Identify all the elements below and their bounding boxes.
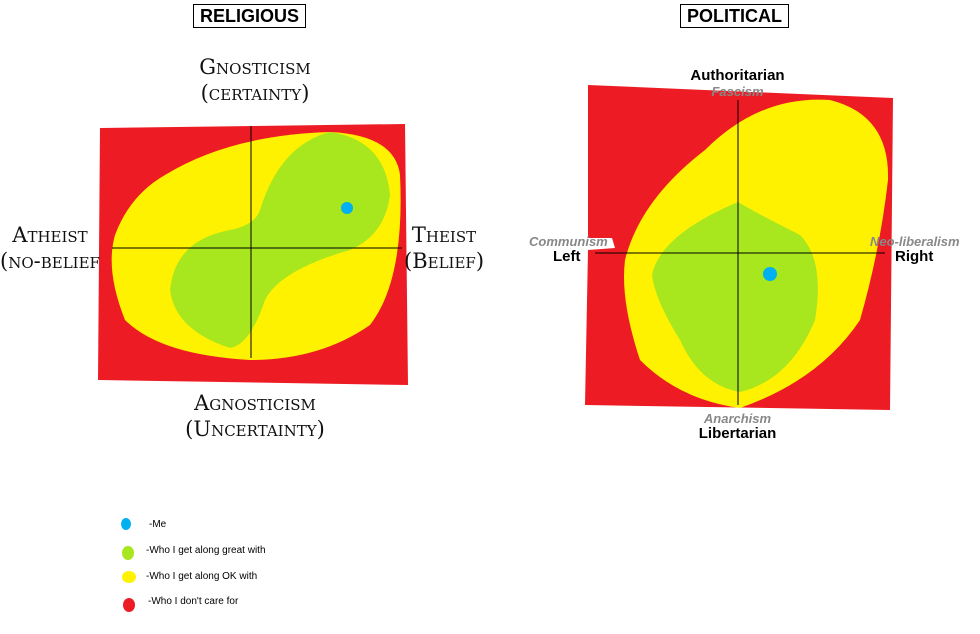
religious-green-zone bbox=[170, 132, 390, 348]
religious-bottom-label: Agnosticism (Uncertainty) bbox=[150, 390, 360, 442]
legend-ok-label: -Who I get along OK with bbox=[146, 571, 258, 582]
political-me-marker bbox=[763, 267, 777, 281]
atheist-label: Atheist bbox=[12, 223, 88, 247]
legend-markers bbox=[121, 518, 136, 612]
left-label: Left bbox=[553, 248, 581, 265]
legend-me-swatch bbox=[121, 518, 131, 530]
political-green-zone bbox=[652, 202, 818, 392]
anarchism-label: Anarchism bbox=[703, 411, 772, 426]
libertarian-label: Libertarian bbox=[698, 425, 777, 442]
legend-great-label: -Who I get along great with bbox=[146, 545, 266, 556]
neo-liberalism-label: Neo-liberalism bbox=[870, 234, 960, 249]
communism-label: Communism bbox=[529, 234, 608, 249]
certainty-label: (certainty) bbox=[200, 81, 310, 105]
religious-me-marker bbox=[341, 202, 353, 214]
belief-label: (Belief) bbox=[404, 249, 485, 273]
legend-dislike-swatch bbox=[123, 598, 135, 612]
uncertainty-label: (Uncertainty) bbox=[185, 417, 325, 441]
legend-me-label: -Me bbox=[149, 519, 167, 530]
agnosticism-label: Agnosticism bbox=[194, 391, 316, 415]
religious-title: RELIGIOUS bbox=[193, 4, 307, 28]
right-label: Right bbox=[895, 248, 934, 265]
fascism-label: Fascism bbox=[711, 84, 764, 99]
political-title: POLITICAL bbox=[680, 4, 789, 28]
no-belief-label: (no-belief bbox=[0, 249, 100, 273]
political-chart bbox=[585, 85, 893, 410]
theist-label: Theist bbox=[411, 223, 477, 247]
religious-top-label: Gnosticism (certainty) bbox=[150, 54, 360, 106]
legend-ok-swatch bbox=[122, 571, 136, 583]
legend-great-swatch bbox=[122, 546, 134, 560]
legend-dislike-label: -Who I don't care for bbox=[148, 596, 239, 607]
religious-chart bbox=[98, 124, 408, 385]
religious-left-label: Atheist (no-belief bbox=[0, 222, 100, 274]
authoritarian-label: Authoritarian bbox=[690, 67, 785, 84]
gnosticism-label: Gnosticism bbox=[199, 55, 311, 79]
religious-right-label: Theist (Belief) bbox=[404, 222, 484, 274]
